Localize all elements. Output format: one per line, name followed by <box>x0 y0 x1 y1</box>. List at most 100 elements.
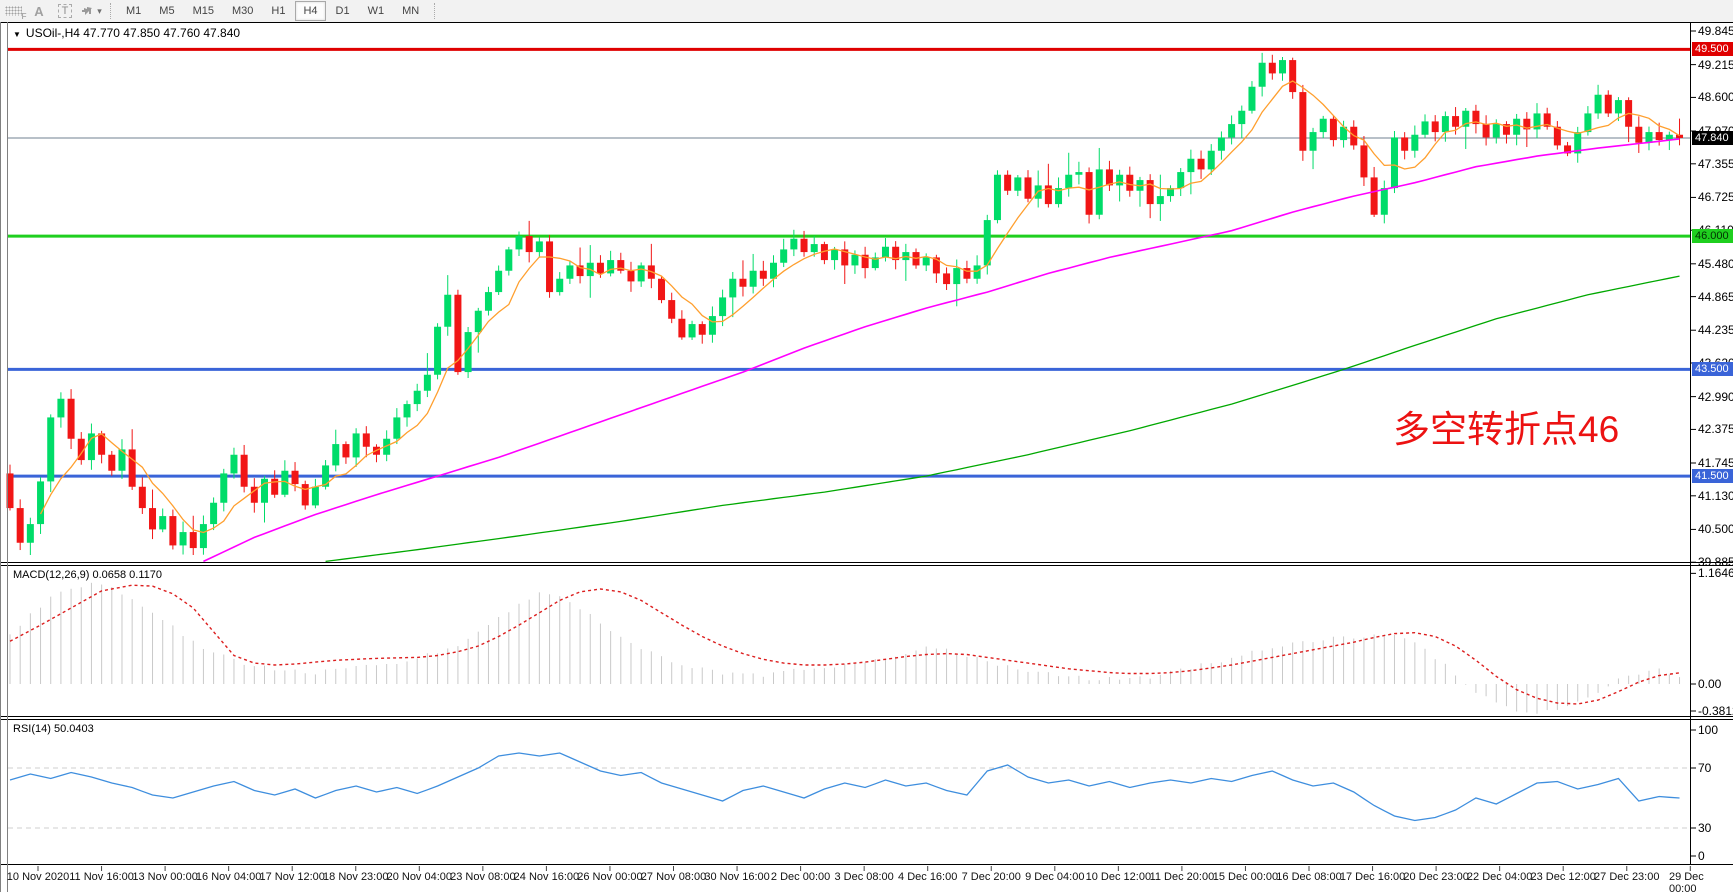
candle-body <box>525 236 533 253</box>
candle-body <box>922 257 930 266</box>
timeframe-button-H1[interactable]: H1 <box>271 5 286 17</box>
candle-body <box>1665 134 1673 141</box>
candle-body <box>963 268 971 279</box>
collapse-triangle-icon[interactable]: ▼ <box>13 30 21 39</box>
timeframe-button-M15[interactable]: M15 <box>192 5 214 17</box>
date-label: 18 Nov 23:00 <box>323 871 389 883</box>
chart-title-text: USOil-,H4 47.770 47.850 47.760 47.840 <box>25 26 241 40</box>
chart-shift-icon[interactable]: F <box>2 2 27 21</box>
candle-body <box>505 249 513 271</box>
ma-fast-line <box>39 80 1680 534</box>
candle-body <box>1177 172 1185 189</box>
candle-body <box>464 332 472 373</box>
candle-body <box>1523 118 1531 130</box>
candle-body <box>1116 174 1124 186</box>
candle-body <box>1390 137 1398 189</box>
candle-body <box>1513 118 1521 135</box>
candle-body <box>1340 126 1348 141</box>
candle-body <box>1299 92 1307 151</box>
candle-body <box>881 246 889 258</box>
candle-body <box>1095 169 1103 215</box>
candle-body <box>1167 188 1175 197</box>
candle-body <box>739 278 747 287</box>
candle-body <box>413 390 421 405</box>
timeframe-button-W1[interactable]: W1 <box>367 5 385 17</box>
cycle-arrows-icon[interactable]: ▾ <box>80 2 102 20</box>
candle-body <box>1472 110 1480 125</box>
candle-body <box>780 249 788 263</box>
text-label-icon[interactable]: T <box>54 2 76 20</box>
toolbar-grip[interactable] <box>110 3 111 19</box>
candle-body <box>199 524 207 549</box>
candle-body <box>230 454 238 474</box>
candle-body <box>271 478 279 495</box>
timeframe-button-H4[interactable]: H4 <box>295 1 326 21</box>
candle-body <box>37 481 45 525</box>
price-level-badge-49.500: 49.500 <box>1692 42 1733 57</box>
rsi-tick-label: 70 <box>1698 761 1712 775</box>
candle-body <box>57 398 65 418</box>
timeframe-button-M30[interactable]: M30 <box>231 5 254 17</box>
candle-body <box>1553 126 1561 146</box>
candle-body <box>1462 110 1470 127</box>
candle-body <box>1655 132 1663 141</box>
candle-body <box>770 262 777 279</box>
date-label: 20 Dec 23:00 <box>1403 871 1469 883</box>
rsi-tick-label: 100 <box>1698 723 1719 737</box>
candle-body <box>77 438 85 461</box>
candle-body <box>1319 118 1327 133</box>
candle-body <box>210 502 218 525</box>
date-label: 9 Dec 04:00 <box>1025 871 1085 883</box>
rsi-line <box>9 752 1680 822</box>
candle-body <box>87 433 95 461</box>
date-label: 17 Dec 16:00 <box>1339 871 1406 883</box>
candle-body <box>759 270 767 279</box>
candle-body <box>434 326 442 375</box>
timeframe-button-M1[interactable]: M1 <box>126 5 142 17</box>
candle-body <box>678 318 686 338</box>
candle-body <box>1614 100 1622 114</box>
candle-body <box>311 486 319 506</box>
timeframe-button-M5[interactable]: M5 <box>159 5 175 17</box>
candle-body <box>1574 132 1582 154</box>
price-tick-label: 47.355 <box>1698 156 1733 171</box>
candle-body <box>973 265 981 279</box>
candle-body <box>790 238 798 250</box>
candle-body <box>851 254 859 266</box>
candle-body <box>474 310 482 333</box>
font-a-icon[interactable]: A <box>34 3 44 19</box>
candle-body <box>1329 118 1337 141</box>
timeframe-button-MN[interactable]: MN <box>402 5 420 17</box>
candle-body <box>658 278 666 301</box>
date-label: 24 Nov 16:00 <box>513 871 580 883</box>
price-tick-label: 40.500 <box>1698 522 1733 537</box>
candle-body <box>47 417 55 482</box>
candle-body <box>423 374 431 391</box>
date-label: 26 Nov 00:00 <box>577 871 643 883</box>
candle-body <box>871 257 879 269</box>
candle-body <box>1197 158 1205 170</box>
candle-body <box>1014 177 1022 191</box>
candle-body <box>1421 121 1429 135</box>
timeframe-button-D1[interactable]: D1 <box>335 5 350 17</box>
date-label: 23 Dec 12:00 <box>1530 871 1596 883</box>
date-label: 10 Nov 2020 <box>6 871 70 883</box>
price-tick-label: 48.600 <box>1698 90 1733 105</box>
candle-body <box>1004 174 1012 191</box>
date-label: 17 Nov 12:00 <box>259 871 325 883</box>
candle-body <box>98 433 106 455</box>
candle-body <box>1055 188 1063 205</box>
date-label: 4 Dec 16:00 <box>898 871 958 883</box>
chart-canvas[interactable] <box>0 22 1733 892</box>
candle-body <box>484 292 492 311</box>
candle-body <box>362 433 370 447</box>
price-tick-label: 49.845 <box>1698 24 1733 38</box>
candle-body <box>719 297 727 317</box>
candle-body <box>1533 113 1541 130</box>
date-label: 11 Dec 20:00 <box>1149 871 1215 883</box>
macd-tick-label: 1.1646 <box>1698 566 1733 581</box>
candle-body <box>993 174 1001 221</box>
date-label: 16 Dec 08:00 <box>1276 871 1342 883</box>
toolbar-grip-2[interactable] <box>434 3 436 19</box>
